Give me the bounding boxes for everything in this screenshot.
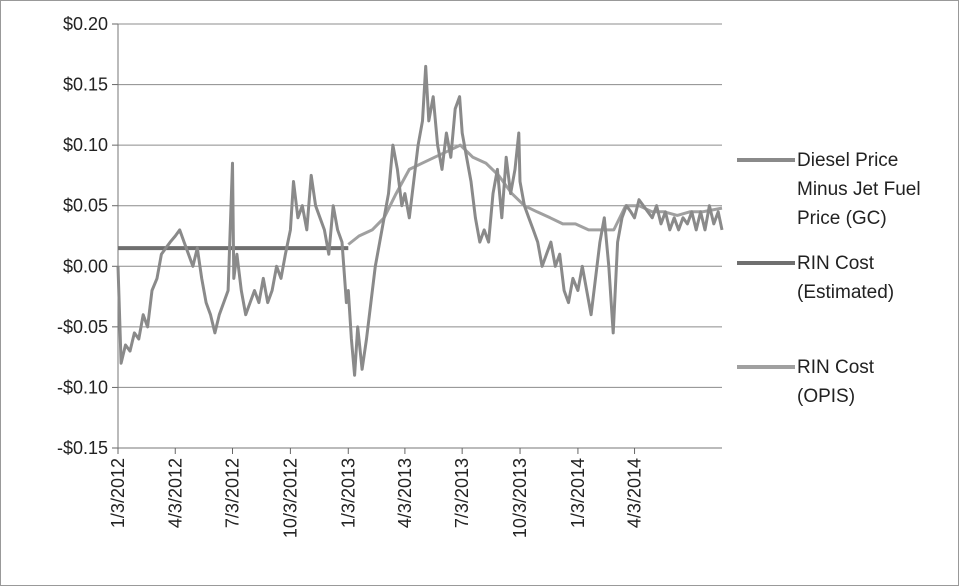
y-tick-label: $0.05 — [63, 196, 108, 216]
x-tick-label: 10/3/2012 — [280, 458, 300, 538]
y-tick-label: $0.00 — [63, 256, 108, 276]
series-line-0 — [116, 64, 724, 377]
x-tick-label: 10/3/2013 — [510, 458, 530, 538]
x-tick-label: 7/3/2013 — [452, 458, 472, 528]
y-tick-label: $0.10 — [63, 135, 108, 155]
x-tick-label: 7/3/2012 — [223, 458, 243, 528]
y-tick-label: -$0.10 — [57, 377, 108, 397]
x-tick-label: 4/3/2013 — [395, 458, 415, 528]
y-tick-label: $0.15 — [63, 75, 108, 95]
legend-label-1: (Estimated) — [797, 282, 894, 303]
x-tick-label: 4/3/2014 — [625, 458, 645, 528]
legend-label-0: Price (GC) — [797, 208, 887, 229]
x-tick-labels: 1/3/2012 4/3/2012 7/3/2012 10/3/2012 1/3/201… — [108, 458, 645, 538]
x-tick-label: 1/3/2013 — [338, 458, 358, 528]
legend-label-0: Diesel Price — [797, 150, 898, 171]
x-tick-label: 1/3/2014 — [568, 458, 588, 528]
y-tick-label: -$0.05 — [57, 317, 108, 337]
axes — [112, 23, 722, 454]
x-tick-label: 4/3/2012 — [165, 458, 185, 528]
legend-label-2: (OPIS) — [797, 386, 855, 407]
gridlines — [118, 23, 722, 449]
legend-label-2: RIN Cost — [797, 357, 875, 378]
series-group — [116, 64, 724, 377]
legend-label-1: RIN Cost — [797, 253, 875, 274]
y-tick-labels: $0.20 $0.15 $0.10 $0.05 $0.00 -$0.05 -$0.10 -$0… — [57, 14, 108, 458]
y-tick-label: $0.20 — [63, 14, 108, 34]
y-tick-label: -$0.15 — [57, 438, 108, 458]
x-tick-label: 1/3/2012 — [108, 458, 128, 528]
legend: Diesel Price Minus Jet Fuel Price (GC) RIN … — [737, 150, 921, 407]
legend-label-0: Minus Jet Fuel — [797, 179, 921, 200]
